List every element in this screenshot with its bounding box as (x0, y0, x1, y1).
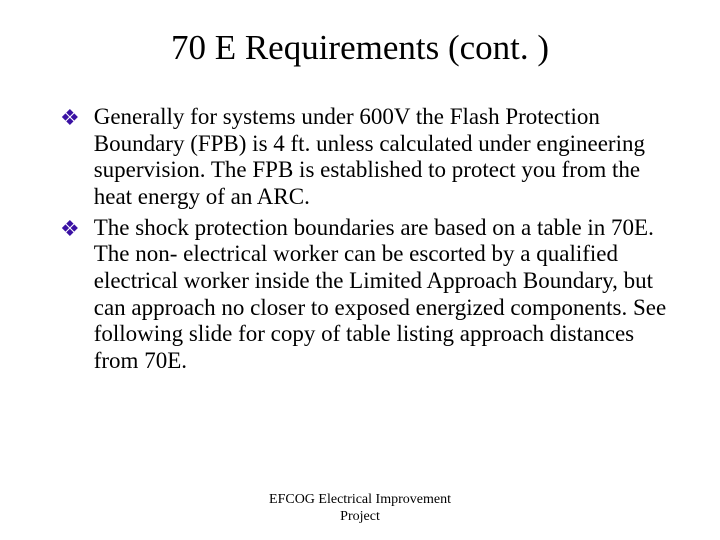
bullet-text: The shock protection boundaries are base… (94, 215, 670, 375)
diamond-bullet-icon: ❖ (60, 215, 80, 243)
bullet-list: ❖ Generally for systems under 600V the F… (50, 104, 670, 375)
footer-line-1: EFCOG Electrical Improvement (0, 492, 720, 509)
slide-footer: EFCOG Electrical Improvement Project (0, 492, 720, 526)
bullet-item: ❖ The shock protection boundaries are ba… (60, 215, 670, 375)
bullet-item: ❖ Generally for systems under 600V the F… (60, 104, 670, 211)
slide-title: 70 E Requirements (cont. ) (50, 28, 670, 68)
diamond-bullet-icon: ❖ (60, 104, 80, 132)
bullet-text: Generally for systems under 600V the Fla… (94, 104, 670, 211)
footer-line-2: Project (0, 509, 720, 526)
slide-container: 70 E Requirements (cont. ) ❖ Generally f… (0, 0, 720, 540)
